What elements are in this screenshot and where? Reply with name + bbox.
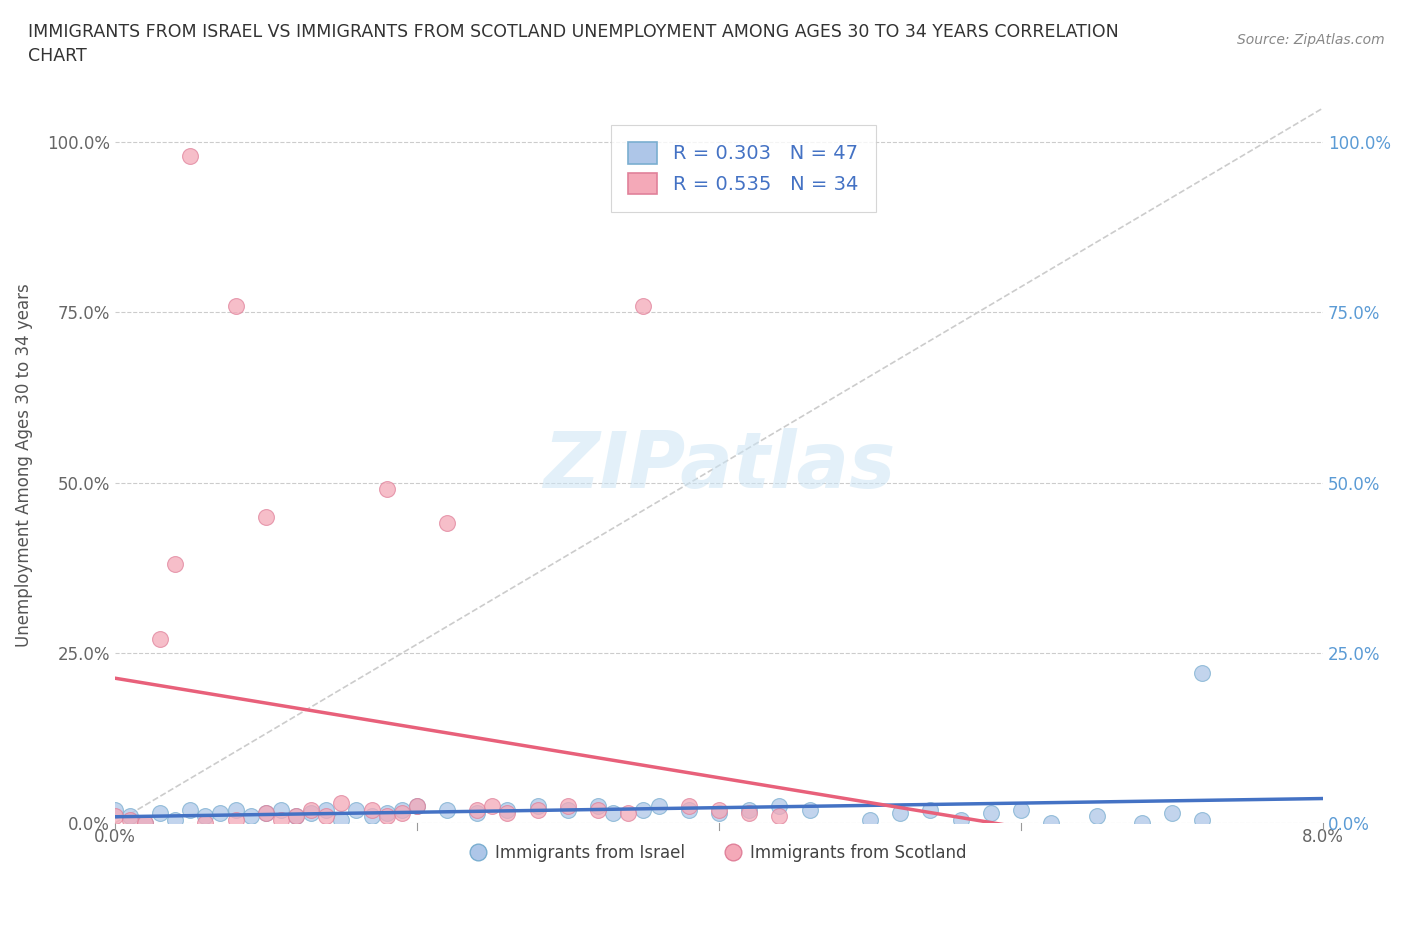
Point [315, 809, 337, 824]
Y-axis label: Unemployment Among Ages 30 to 34 years: Unemployment Among Ages 30 to 34 years [15, 284, 32, 647]
Point [980, 805, 1002, 820]
Point [557, 799, 579, 814]
Point [481, 799, 503, 814]
Point [254, 805, 277, 820]
Point [1040, 816, 1063, 830]
Point [225, 802, 247, 817]
Point [209, 805, 232, 820]
Point [738, 802, 761, 817]
Point [1085, 809, 1108, 824]
Point [346, 802, 368, 817]
Point [375, 482, 398, 497]
Point [194, 816, 217, 830]
Point [165, 557, 187, 572]
Point [285, 809, 308, 824]
Point [707, 805, 730, 820]
Point [270, 802, 292, 817]
Point [391, 805, 413, 820]
Point [239, 809, 262, 824]
Point [1010, 802, 1032, 817]
Point [330, 812, 353, 827]
Point [465, 805, 488, 820]
Point [586, 799, 609, 814]
Point [315, 802, 337, 817]
Point [194, 809, 217, 824]
Point [859, 812, 882, 827]
Point [678, 799, 700, 814]
Point [633, 299, 655, 313]
Point [360, 809, 382, 824]
Point [179, 802, 201, 817]
Point [526, 802, 548, 817]
Point [557, 802, 579, 817]
Point [104, 802, 127, 817]
Point [225, 812, 247, 827]
Point [391, 802, 413, 817]
Point [738, 805, 761, 820]
Point [360, 802, 382, 817]
Point [405, 799, 427, 814]
Point [1161, 805, 1184, 820]
Point [633, 802, 655, 817]
Text: ZIPatlas: ZIPatlas [543, 428, 896, 503]
Point [270, 812, 292, 827]
Point [375, 805, 398, 820]
Point [118, 809, 141, 824]
Point [949, 812, 972, 827]
Point [254, 510, 277, 525]
Point [179, 148, 201, 163]
Point [149, 631, 172, 646]
Point [526, 799, 548, 814]
Point [104, 809, 127, 824]
Point [436, 802, 458, 817]
Point [285, 809, 308, 824]
Point [436, 516, 458, 531]
Point [330, 795, 353, 810]
Point [375, 809, 398, 824]
Point [920, 802, 942, 817]
Point [299, 802, 322, 817]
Point [405, 799, 427, 814]
Point [134, 816, 156, 830]
Point [799, 802, 821, 817]
Point [496, 805, 519, 820]
Point [465, 802, 488, 817]
Legend: Immigrants from Israel, Immigrants from Scotland: Immigrants from Israel, Immigrants from … [465, 837, 973, 869]
Point [134, 816, 156, 830]
Point [1191, 666, 1213, 681]
Point [617, 805, 640, 820]
Point [1130, 816, 1153, 830]
Point [647, 799, 669, 814]
Text: Source: ZipAtlas.com: Source: ZipAtlas.com [1237, 33, 1385, 46]
Point [768, 809, 790, 824]
Point [118, 812, 141, 827]
Point [586, 802, 609, 817]
Point [678, 802, 700, 817]
Point [149, 805, 172, 820]
Point [889, 805, 911, 820]
Point [165, 812, 187, 827]
Point [1191, 812, 1213, 827]
Point [225, 299, 247, 313]
Point [254, 805, 277, 820]
Point [707, 802, 730, 817]
Point [602, 805, 624, 820]
Point [299, 805, 322, 820]
Point [768, 799, 790, 814]
Text: IMMIGRANTS FROM ISRAEL VS IMMIGRANTS FROM SCOTLAND UNEMPLOYMENT AMONG AGES 30 TO: IMMIGRANTS FROM ISRAEL VS IMMIGRANTS FRO… [28, 23, 1119, 65]
Point [496, 802, 519, 817]
